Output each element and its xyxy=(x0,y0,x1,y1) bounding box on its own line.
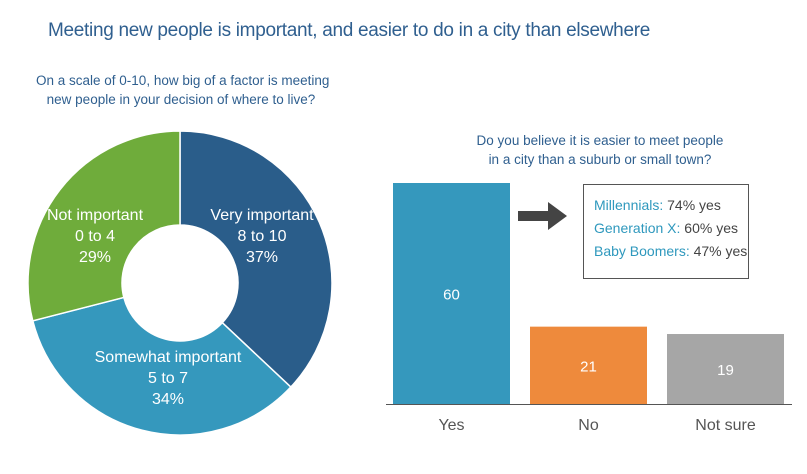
donut-slice-not-important xyxy=(27,130,181,322)
donut-slice-somewhat-important xyxy=(31,296,292,436)
bar-value-not-sure: 19 xyxy=(717,362,734,379)
bar-value-no: 21 xyxy=(580,358,597,375)
bar-question: Do you believe it is easier to meet peop… xyxy=(440,131,760,169)
donut-slice-very-important xyxy=(179,130,333,389)
callout-generation-x-key: Generation X: xyxy=(594,220,681,236)
callout-baby-boomers-value: 47% yes xyxy=(693,243,748,259)
bar-yes xyxy=(393,183,510,404)
callout-generation-x: Generation X: 60% yes xyxy=(594,217,748,240)
bar-question-line-1: Do you believe it is easier to meet peop… xyxy=(476,133,724,148)
donut-chart: Very important 8 to 10 37% Somewhat importa… xyxy=(27,130,333,436)
donut-question-line-1: On a scale of 0-10, how big of a factor … xyxy=(36,73,330,88)
chart-title: Meeting new people is important, and eas… xyxy=(48,20,650,41)
category-label-yes: Yes xyxy=(438,417,464,434)
callout-baby-boomers: Baby Boomers: 47% yes xyxy=(594,240,748,263)
callout-millennials-key: Millennials: xyxy=(594,197,664,213)
bar-value-yes: 60 xyxy=(443,287,460,304)
bar-not-sure xyxy=(667,334,784,404)
category-label-not-sure: Not sure xyxy=(695,417,756,434)
arrow-icon xyxy=(518,202,567,230)
bar-chart: 60 Yes 21 No 19 Not sure xyxy=(386,183,792,434)
callout-baby-boomers-key: Baby Boomers: xyxy=(594,243,690,259)
generation-callout: Millennials: 74% yes Generation X: 60% y… xyxy=(583,184,749,279)
bar-no xyxy=(530,326,647,404)
category-label-no: No xyxy=(578,417,599,434)
callout-millennials: Millennials: 74% yes xyxy=(594,194,748,217)
donut-question-line-2: new people in your decision of where to … xyxy=(46,92,316,107)
bar-question-line-2: in a city than a suburb or small town? xyxy=(488,152,712,167)
callout-generation-x-value: 60% yes xyxy=(684,220,738,236)
donut-question: On a scale of 0-10, how big of a factor … xyxy=(36,71,330,109)
donut-label-very-important: Very important 8 to 10 37% xyxy=(210,207,314,266)
donut-label-not-important: Not important 0 to 4 29% xyxy=(47,207,144,266)
donut-label-somewhat-important: Somewhat important 5 to 7 34% xyxy=(95,349,242,408)
callout-millennials-value: 74% yes xyxy=(667,197,721,213)
